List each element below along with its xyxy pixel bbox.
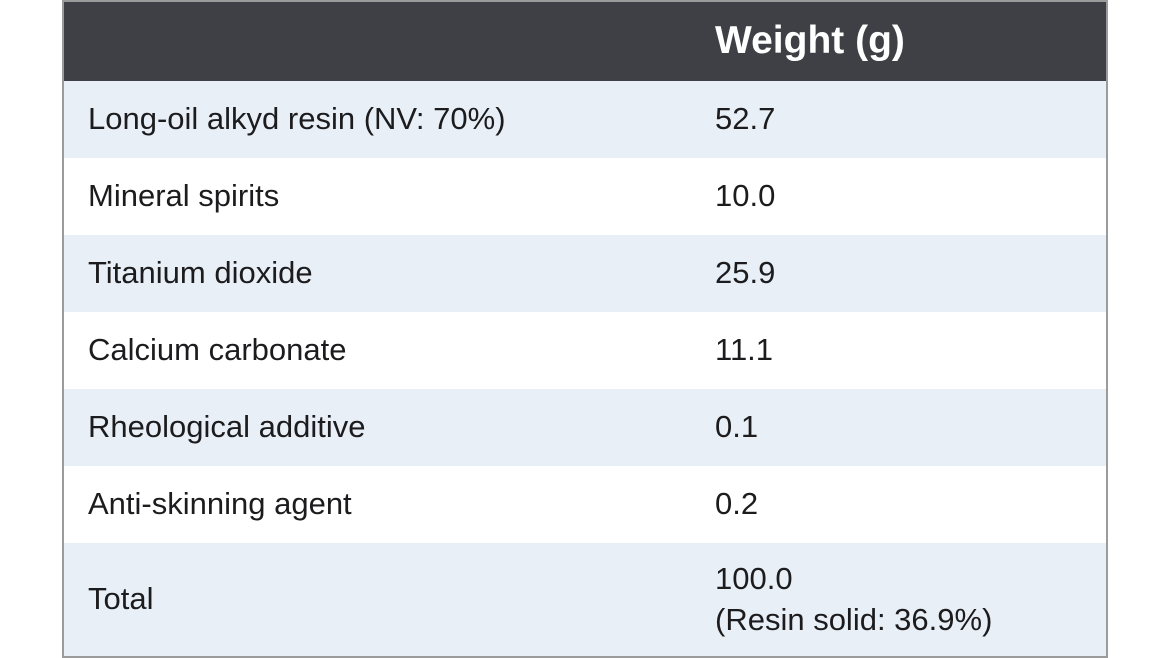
table-row: Calcium carbonate 11.1 xyxy=(64,312,1106,389)
weight-cell: 52.7 xyxy=(715,101,776,137)
ingredient-cell: Rheological additive xyxy=(88,409,366,445)
ingredient-cell: Calcium carbonate xyxy=(88,332,347,368)
ingredient-cell: Long-oil alkyd resin (NV: 70%) xyxy=(88,101,506,137)
total-resin-solid-note: (Resin solid: 36.9%) xyxy=(715,601,993,637)
table-row: Mineral spirits 10.0 xyxy=(64,158,1106,235)
header-weight-cell: Weight (g) xyxy=(715,19,905,63)
ingredient-cell: Titanium dioxide xyxy=(88,255,313,291)
table-row: Long-oil alkyd resin (NV: 70%) 52.7 xyxy=(64,81,1106,158)
weight-cell: 10.0 xyxy=(715,178,776,214)
header-ingredient-cell xyxy=(64,2,715,81)
weight-cell: 0.2 xyxy=(715,486,759,522)
ingredient-cell: Mineral spirits xyxy=(88,178,280,214)
table-header-row: Weight (g) xyxy=(64,2,1106,81)
total-weight-value: 100.0 xyxy=(715,561,793,597)
table-row: Anti-skinning agent 0.2 xyxy=(64,466,1106,543)
table-row-total: Total 100.0 (Resin solid: 36.9%) xyxy=(64,543,1106,656)
table-row: Titanium dioxide 25.9 xyxy=(64,235,1106,312)
formulation-table: Weight (g) Long-oil alkyd resin (NV: 70%… xyxy=(62,0,1108,658)
table-row: Rheological additive 0.1 xyxy=(64,389,1106,466)
total-weight-cell: 100.0 (Resin solid: 36.9%) xyxy=(715,543,1106,656)
total-label-cell: Total xyxy=(88,581,154,617)
weight-cell: 25.9 xyxy=(715,255,776,291)
weight-cell: 11.1 xyxy=(715,332,774,368)
weight-cell: 0.1 xyxy=(715,409,759,445)
ingredient-cell: Anti-skinning agent xyxy=(88,486,352,522)
